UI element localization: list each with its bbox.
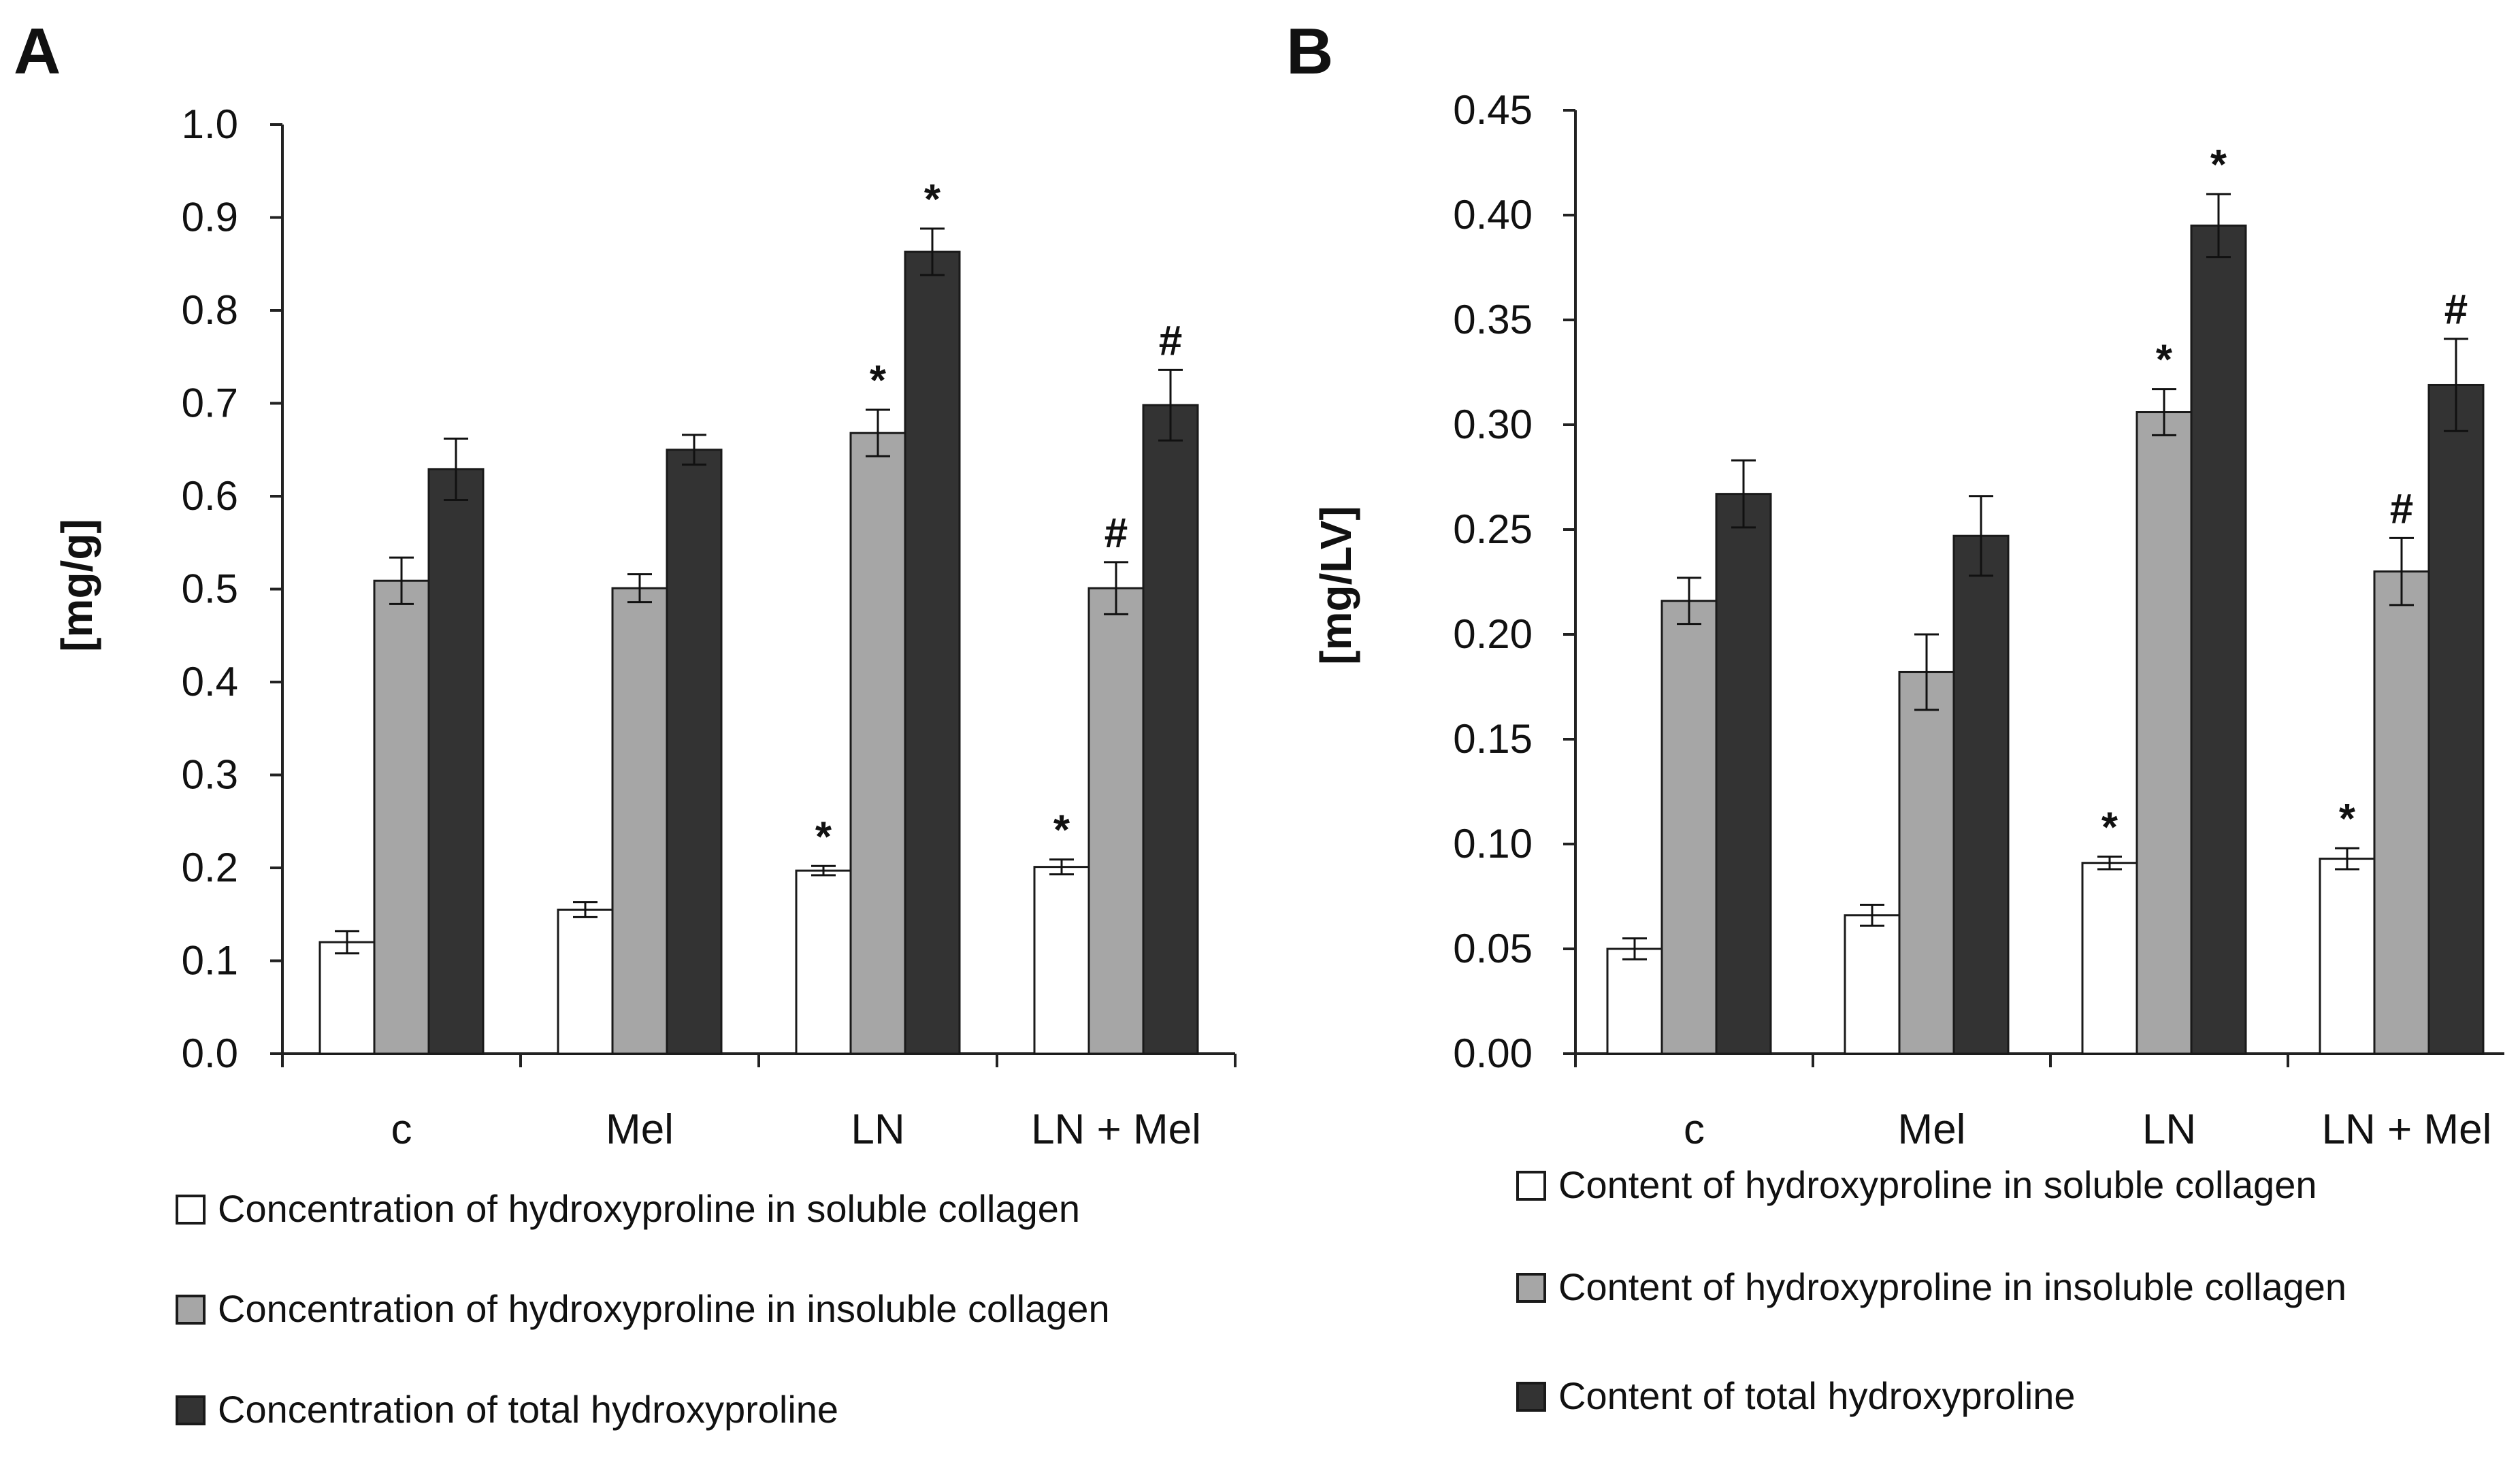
y-tick-label: 0.05 (1453, 926, 1533, 971)
legend-swatch (1516, 1382, 1546, 1412)
y-axis-label: [mg/LV] (1311, 506, 1360, 664)
y-tick-label: 0.35 (1453, 297, 1533, 342)
y-tick-label: 0.20 (1453, 611, 1533, 657)
bar-total (427, 468, 485, 1055)
bar-total (666, 449, 723, 1055)
significance-marker: * (870, 357, 887, 404)
y-tick-label: 0.6 (182, 473, 238, 519)
bar-total (2427, 383, 2485, 1055)
legend-swatch (176, 1395, 206, 1425)
y-tick-label: 0.1 (182, 938, 238, 984)
legend-swatch (176, 1195, 206, 1225)
bar-total (1715, 493, 1772, 1055)
y-tick-label: 0.3 (182, 752, 238, 798)
y-tick-label: 0.4 (182, 659, 238, 704)
y-tick-label: 0.45 (1453, 87, 1533, 133)
y-tick-label: 0.30 (1453, 402, 1533, 447)
legend-entry: Content of total hydroxyproline (1558, 1374, 2076, 1417)
legend-entry: Content of hydroxyproline in soluble col… (1558, 1163, 2317, 1206)
bar-insoluble (1898, 670, 1955, 1055)
x-category-label: c (1684, 1106, 1705, 1153)
y-tick-label: 0.40 (1453, 192, 1533, 238)
bar-insoluble (373, 579, 430, 1055)
y-axis-label: [mg/g] (52, 519, 101, 652)
y-tick-label: 1.0 (182, 101, 238, 147)
bar-total (904, 250, 961, 1055)
bar-soluble (2081, 862, 2138, 1055)
significance-marker: # (2390, 485, 2413, 532)
legend-swatch (176, 1295, 206, 1325)
x-category-label: Mel (606, 1106, 674, 1153)
significance-marker: * (2101, 804, 2118, 851)
y-tick-label: 0.25 (1453, 506, 1533, 552)
significance-marker: # (1104, 510, 1128, 557)
bar-insoluble (611, 587, 668, 1055)
legend-entry: Content of hydroxyproline in insoluble c… (1558, 1265, 2346, 1308)
significance-marker: * (2210, 142, 2227, 189)
significance-marker: * (2339, 796, 2356, 843)
x-category-label: Mel (1898, 1106, 1966, 1153)
legend-entry: Concentration of hydroxyproline in insol… (218, 1287, 1110, 1330)
y-tick-label: 0.5 (182, 566, 238, 612)
x-category-label: LN + Mel (1031, 1106, 1201, 1153)
x-category-label: LN + Mel (2322, 1106, 2492, 1153)
legend-swatch (1516, 1171, 1546, 1201)
legend-swatch (1516, 1273, 1546, 1303)
y-tick-label: 0.7 (182, 380, 238, 426)
bar-total (2190, 224, 2247, 1055)
bar-total (1952, 534, 2010, 1055)
panel-letter-a: A (14, 15, 61, 88)
significance-marker: * (924, 176, 941, 223)
legend-entry: Concentration of total hydroxyproline (218, 1388, 838, 1431)
y-tick-label: 0.15 (1453, 716, 1533, 762)
y-tick-label: 0.9 (182, 195, 238, 240)
y-tick-label: 0.2 (182, 845, 238, 890)
bar-soluble (795, 869, 852, 1055)
significance-marker: * (2156, 337, 2173, 384)
bar-insoluble (2373, 570, 2430, 1055)
significance-marker: * (815, 813, 832, 860)
y-tick-label: 0.00 (1453, 1031, 1533, 1076)
bar-insoluble (2136, 411, 2193, 1055)
bar-soluble (1033, 866, 1090, 1055)
x-category-label: LN (851, 1106, 904, 1153)
bar-soluble (557, 908, 614, 1055)
bar-soluble (1844, 914, 1901, 1055)
significance-marker: # (1159, 317, 1182, 364)
bar-insoluble (1087, 587, 1145, 1055)
x-category-label: c (391, 1106, 412, 1153)
bar-soluble (318, 941, 376, 1055)
bar-soluble (2319, 858, 2376, 1055)
significance-marker: # (2444, 287, 2468, 334)
y-tick-label: 0.10 (1453, 821, 1533, 866)
legend-entry: Concentration of hydroxyproline in solub… (218, 1187, 1080, 1230)
bar-total (1142, 404, 1199, 1055)
panel-a-chart: A 0.0 0.1 0.2 0.3 0.4 0.5 0.6 0.7 0.8 0.9 1.0 [mg/g… (14, 15, 1237, 1431)
y-tick-label: 0.0 (182, 1031, 238, 1076)
bar-insoluble (849, 432, 906, 1055)
bar-soluble (1606, 947, 1663, 1055)
significance-marker: * (1053, 807, 1070, 854)
y-tick-label: 0.8 (182, 287, 238, 333)
panel-b-chart: B 0.00 0.05 0.10 0.15 0.20 0.25 0.30 0.35 0.40 0.… (1286, 15, 2504, 1417)
x-category-label: LN (2142, 1106, 2196, 1153)
panel-letter-b: B (1286, 15, 1333, 88)
bar-insoluble (1660, 600, 1718, 1055)
